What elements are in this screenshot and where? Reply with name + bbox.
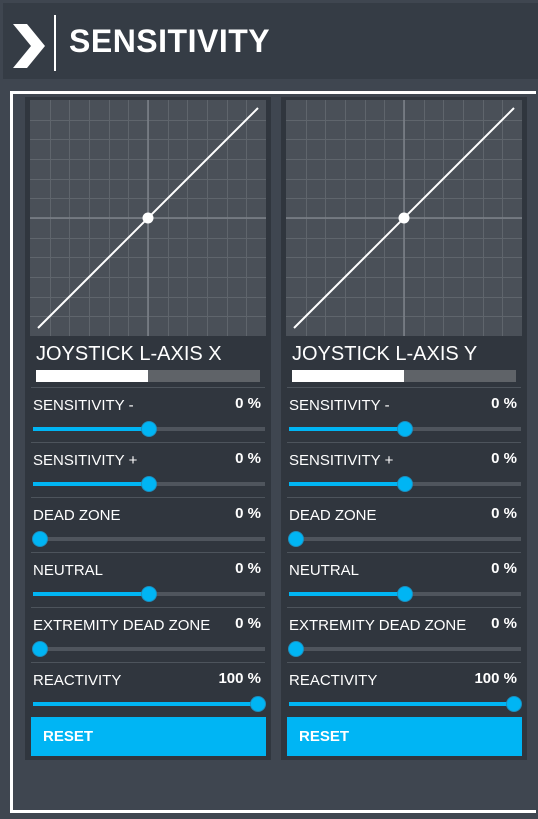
slider-handle[interactable] <box>507 697 521 711</box>
slider-handle[interactable] <box>289 642 303 656</box>
slider-value: 0 % <box>491 560 517 577</box>
axis-name: JOYSTICK L-AXIS X <box>36 343 222 365</box>
slider-value: 0 % <box>235 395 261 412</box>
slider-handle[interactable] <box>142 477 156 491</box>
neutral-point <box>142 212 154 224</box>
slider-label: NEUTRAL <box>33 562 104 579</box>
slider-handle[interactable] <box>142 587 156 601</box>
slider-label: SENSITIVITY + <box>33 452 138 469</box>
slider-handle[interactable] <box>251 697 265 711</box>
slider-label: DEAD ZONE <box>289 507 377 524</box>
slider-value: 0 % <box>491 615 517 632</box>
dead-zone-row: DEAD ZONE 0 % <box>31 497 265 548</box>
chevron-right-icon[interactable] <box>11 18 57 74</box>
content-frame <box>10 91 536 813</box>
sensitivity-plus-slider[interactable] <box>289 476 521 492</box>
slider-label: REACTIVITY <box>289 672 378 689</box>
axis-input-bar <box>36 370 260 382</box>
slider-label: REACTIVITY <box>33 672 122 689</box>
sensitivity-plus-row: SENSITIVITY + 0 % <box>31 442 265 493</box>
slider-handle[interactable] <box>289 532 303 546</box>
slider-value: 0 % <box>491 450 517 467</box>
slider-value: 0 % <box>491 505 517 522</box>
slider-label: SENSITIVITY - <box>33 397 134 414</box>
sensitivity-minus-slider[interactable] <box>289 421 521 437</box>
page-header: SENSITIVITY <box>3 3 538 79</box>
slider-handle[interactable] <box>142 422 156 436</box>
extremity-dead-zone-row: EXTREMITY DEAD ZONE 0 % <box>31 607 265 658</box>
reset-label: RESET <box>299 728 350 745</box>
slider-value: 0 % <box>235 450 261 467</box>
reactivity-slider[interactable] <box>33 696 265 712</box>
slider-value: 0 % <box>235 560 261 577</box>
neutral-point <box>398 212 410 224</box>
slider-label: EXTREMITY DEAD ZONE <box>33 617 211 634</box>
dead-zone-slider[interactable] <box>33 531 265 547</box>
slider-handle[interactable] <box>33 532 47 546</box>
axis-panel-y: JOYSTICK L-AXIS Y SENSITIVITY - 0 % SENS… <box>281 97 527 760</box>
sensitivity-plus-row: SENSITIVITY + 0 % <box>287 442 521 493</box>
neutral-slider[interactable] <box>33 586 265 602</box>
slider-handle[interactable] <box>398 477 412 491</box>
reactivity-row: REACTIVITY 100 % <box>287 662 521 713</box>
extremity-dead-zone-slider[interactable] <box>33 641 265 657</box>
axis-input-bar <box>292 370 516 382</box>
sensitivity-minus-slider[interactable] <box>33 421 265 437</box>
neutral-slider[interactable] <box>289 586 521 602</box>
neutral-row: NEUTRAL 0 % <box>31 552 265 603</box>
slider-handle[interactable] <box>33 642 47 656</box>
extremity-dead-zone-slider[interactable] <box>289 641 521 657</box>
page-title: SENSITIVITY <box>69 23 271 59</box>
slider-label: SENSITIVITY - <box>289 397 390 414</box>
slider-value: 0 % <box>235 505 261 522</box>
reset-label: RESET <box>43 728 94 745</box>
neutral-row: NEUTRAL 0 % <box>287 552 521 603</box>
slider-value: 100 % <box>474 670 517 687</box>
axis-name: JOYSTICK L-AXIS Y <box>292 343 478 365</box>
sensitivity-curve-graph <box>286 100 522 336</box>
reactivity-row: REACTIVITY 100 % <box>31 662 265 713</box>
slider-value: 0 % <box>491 395 517 412</box>
header-divider <box>54 15 56 71</box>
reactivity-slider[interactable] <box>289 696 521 712</box>
reset-button[interactable]: RESET <box>287 717 522 756</box>
slider-label: NEUTRAL <box>289 562 360 579</box>
slider-handle[interactable] <box>398 587 412 601</box>
sensitivity-minus-row: SENSITIVITY - 0 % <box>31 387 265 438</box>
slider-label: EXTREMITY DEAD ZONE <box>289 617 467 634</box>
slider-label: DEAD ZONE <box>33 507 121 524</box>
slider-value: 100 % <box>218 670 261 687</box>
sensitivity-plus-slider[interactable] <box>33 476 265 492</box>
sensitivity-minus-row: SENSITIVITY - 0 % <box>287 387 521 438</box>
reset-button[interactable]: RESET <box>31 717 266 756</box>
extremity-dead-zone-row: EXTREMITY DEAD ZONE 0 % <box>287 607 521 658</box>
dead-zone-slider[interactable] <box>289 531 521 547</box>
slider-handle[interactable] <box>398 422 412 436</box>
dead-zone-row: DEAD ZONE 0 % <box>287 497 521 548</box>
axis-panel-x: JOYSTICK L-AXIS X SENSITIVITY - 0 % SENS… <box>25 97 271 760</box>
sensitivity-curve-graph <box>30 100 266 336</box>
slider-label: SENSITIVITY + <box>289 452 394 469</box>
slider-value: 0 % <box>235 615 261 632</box>
